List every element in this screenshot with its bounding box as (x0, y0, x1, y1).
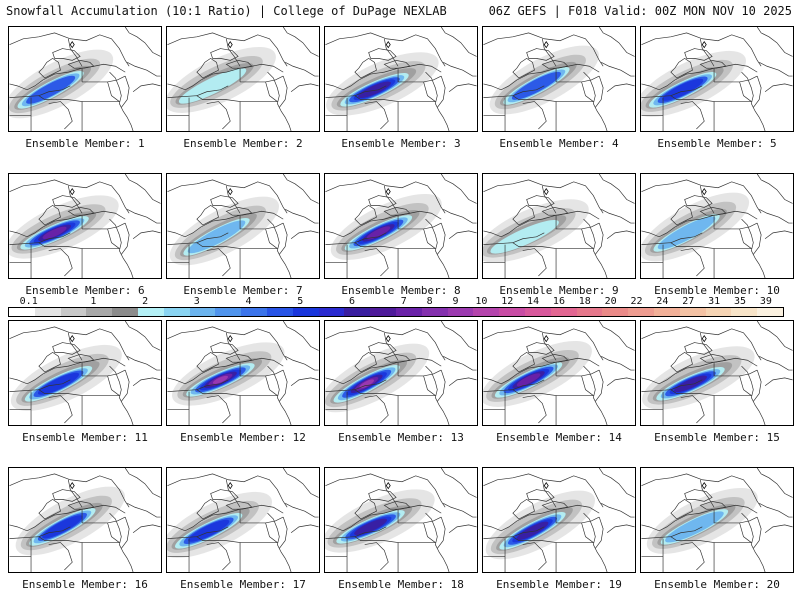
legend-color-swatch (137, 308, 164, 316)
legend-tick-label: 8 (426, 296, 433, 307)
panel-label: Ensemble Member: 14 (496, 431, 622, 444)
panel-label: Ensemble Member: 4 (499, 137, 619, 150)
panel-label: Ensemble Member: 8 (341, 284, 461, 297)
panel-label: Ensemble Member: 11 (22, 431, 148, 444)
panel-label: Ensemble Member: 20 (654, 578, 780, 591)
legend-color-swatch (628, 308, 654, 316)
legend-tick-label: 7 (400, 296, 407, 307)
legend-tick-label: 18 (578, 296, 591, 307)
snowfall-map (640, 320, 794, 426)
legend-color-swatch (576, 308, 603, 316)
legend-color-swatch (34, 308, 61, 316)
snowfall-map (166, 26, 320, 132)
legend-tick-label: 16 (552, 296, 565, 307)
legend-color-swatch (266, 308, 293, 316)
snowfall-map (324, 26, 478, 132)
panel-label: Ensemble Member: 2 (183, 137, 303, 150)
legend-tick-label: 3 (193, 296, 200, 307)
snowfall-map (8, 26, 162, 132)
legend-color-swatch (189, 308, 216, 316)
snowfall-map (324, 320, 478, 426)
snowfall-map (8, 467, 162, 573)
legend-tick-label: 39 (759, 296, 772, 307)
legend-tick-labels: 0.1 1 2 3 4 5 6 7 8 9 10 12 14 16 18 20 22 24 27 31 35 39 (8, 296, 784, 307)
panel-label: Ensemble Member: 17 (180, 578, 306, 591)
snowfall-color-legend (8, 307, 784, 317)
panel-label: Ensemble Member: 16 (22, 578, 148, 591)
legend-tick-label: 5 (297, 296, 304, 307)
legend-tick-label: 20 (604, 296, 617, 307)
legend-color-swatch (705, 308, 732, 316)
legend-color-swatch (215, 308, 242, 316)
snowfall-map (482, 320, 636, 426)
legend-tick-label: 24 (656, 296, 669, 307)
snowfall-map (482, 26, 636, 132)
legend-color-swatch (731, 308, 758, 316)
panel-label: Ensemble Member: 9 (499, 284, 619, 297)
legend-tick-label: 31 (708, 296, 721, 307)
legend-color-swatch (395, 308, 422, 316)
snowfall-map (640, 467, 794, 573)
legend-color-swatch (679, 308, 706, 316)
snowfall-map (324, 173, 478, 279)
panel-label: Ensemble Member: 6 (25, 284, 145, 297)
legend-color-swatch (499, 308, 525, 316)
panel-label: Ensemble Member: 12 (180, 431, 306, 444)
panel-label: Ensemble Member: 3 (341, 137, 461, 150)
legend-color-swatch (757, 308, 783, 316)
legend-tick-label: 0.1 (19, 296, 38, 307)
legend-color-swatch (602, 308, 629, 316)
snowfall-map (482, 467, 636, 573)
legend-tick-label: 9 (452, 296, 459, 307)
run-info: 06Z GEFS | F018 Valid: 00Z MON NOV 10 20… (488, 4, 792, 18)
legend-tick-label: 22 (630, 296, 643, 307)
legend-tick-label: 35 (733, 296, 747, 307)
panel-label: Ensemble Member: 10 (654, 284, 780, 297)
legend-color-swatch (473, 308, 500, 316)
snowfall-map (640, 26, 794, 132)
legend-color-swatch (9, 308, 35, 316)
snowfall-map (166, 173, 320, 279)
legend-color-swatch (241, 308, 267, 316)
snowfall-map (166, 467, 320, 573)
legend-color-swatch (447, 308, 474, 316)
legend-tick-label: 6 (349, 296, 356, 307)
panel-label: Ensemble Member: 15 (654, 431, 780, 444)
legend-color-swatch (421, 308, 448, 316)
legend-color-swatch (550, 308, 577, 316)
legend-tick-label: 2 (142, 296, 149, 307)
legend-color-swatch (370, 308, 396, 316)
snowfall-map (324, 467, 478, 573)
snowfall-map (8, 173, 162, 279)
legend-tick-label: 12 (501, 296, 514, 307)
snowfall-map (482, 173, 636, 279)
snowfall-map (8, 320, 162, 426)
legend-color-swatch (163, 308, 190, 316)
legend-tick-label: 10 (475, 296, 488, 307)
legend-color-swatch (60, 308, 87, 316)
legend-tick-label: 27 (682, 296, 695, 307)
legend-color-swatch (524, 308, 551, 316)
snowfall-map (166, 320, 320, 426)
map-title: Snowfall Accumulation (10:1 Ratio) | Col… (6, 4, 447, 18)
panel-label: Ensemble Member: 13 (338, 431, 464, 444)
legend-tick-label: 4 (245, 296, 252, 307)
panel-label: Ensemble Member: 7 (183, 284, 303, 297)
legend-color-swatch (653, 308, 680, 316)
panel-label: Ensemble Member: 19 (496, 578, 622, 591)
legend-color-swatch (318, 308, 345, 316)
legend-color-swatch (86, 308, 113, 316)
legend-color-swatch (112, 308, 138, 316)
legend-color-swatch (292, 308, 319, 316)
panel-label: Ensemble Member: 5 (657, 137, 777, 150)
panel-label: Ensemble Member: 1 (25, 137, 145, 150)
legend-tick-label: 1 (90, 296, 97, 307)
snowfall-map (640, 173, 794, 279)
panel-label: Ensemble Member: 18 (338, 578, 464, 591)
legend-tick-label: 14 (527, 296, 540, 307)
legend-color-swatch (344, 308, 371, 316)
